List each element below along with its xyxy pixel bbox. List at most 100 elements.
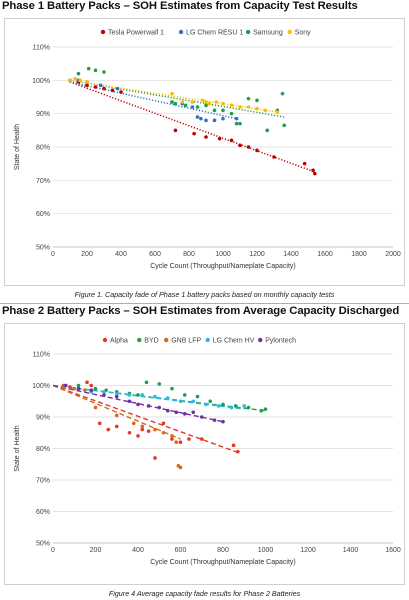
data-point <box>204 402 208 407</box>
x-tick-label: 1000 <box>258 547 274 554</box>
y-tick-label: 90% <box>36 415 50 422</box>
x-tick-label: 200 <box>90 547 102 554</box>
x-tick-label: 800 <box>183 251 195 258</box>
y-tick-label: 80% <box>36 145 50 152</box>
x-tick-label: 200 <box>81 251 93 258</box>
data-point <box>127 399 132 404</box>
legend-label: Pylontech <box>265 338 296 345</box>
data-point <box>216 404 221 408</box>
data-point <box>178 399 183 404</box>
data-point <box>221 101 225 106</box>
data-point <box>187 437 191 441</box>
data-point <box>233 404 238 408</box>
legend-label: Samsung <box>253 30 283 37</box>
data-point <box>229 405 234 410</box>
data-point <box>140 427 145 432</box>
phase2-chart-box: 50% 60% 70% 80% 90% 100% 110% 0 200 400 600 800 1000… <box>4 323 405 585</box>
data-point <box>98 83 103 88</box>
data-point <box>183 103 188 108</box>
data-point <box>170 100 174 104</box>
data-point <box>280 91 285 96</box>
section-divider <box>0 303 409 304</box>
data-point <box>263 407 268 411</box>
data-point <box>178 440 183 444</box>
data-point <box>238 143 242 148</box>
data-point <box>73 76 77 81</box>
data-point <box>191 399 196 404</box>
trendline <box>69 81 316 173</box>
data-point <box>204 103 208 108</box>
x-tick-label: 400 <box>132 547 144 554</box>
data-point <box>89 388 94 393</box>
data-point <box>102 86 106 91</box>
data-point <box>238 121 242 126</box>
legend-marker <box>205 337 210 343</box>
legend-label: GNB LFP <box>171 338 201 345</box>
x-tick-label: 1400 <box>343 547 359 554</box>
data-point <box>212 418 217 422</box>
y-tick-label: 70% <box>36 178 50 185</box>
x-tick-label: 0 <box>51 251 55 258</box>
data-point <box>72 386 77 391</box>
x-tick-label: 0 <box>51 547 55 554</box>
data-point <box>114 391 119 396</box>
data-point <box>115 86 120 91</box>
data-point <box>246 405 251 410</box>
data-point <box>68 78 72 83</box>
data-point <box>236 449 240 454</box>
x-tick-label: 1200 <box>249 251 265 258</box>
legend-marker <box>178 29 184 35</box>
data-point <box>86 66 91 71</box>
y-tick-label: 90% <box>36 111 50 118</box>
data-point <box>200 98 205 103</box>
data-point <box>265 128 270 133</box>
x-tick-label: 600 <box>175 547 187 554</box>
data-point <box>212 118 217 123</box>
data-point <box>140 424 145 429</box>
data-point <box>199 415 204 419</box>
data-point <box>190 100 195 104</box>
legend-marker <box>287 29 292 35</box>
data-point <box>191 410 196 415</box>
data-point <box>174 440 179 444</box>
y-tick-label: 50% <box>36 541 50 548</box>
data-point <box>199 116 203 121</box>
data-point <box>311 168 315 173</box>
legend-label: Tesla Powerwall 1 <box>108 30 164 37</box>
data-point <box>140 393 145 397</box>
data-point <box>195 105 200 109</box>
trendline <box>69 81 237 120</box>
data-point <box>174 410 179 415</box>
data-point <box>246 105 251 109</box>
data-point <box>153 394 157 399</box>
data-point <box>182 393 187 397</box>
data-point <box>229 111 234 116</box>
data-point <box>78 78 82 83</box>
data-point <box>190 105 195 109</box>
legend-marker <box>258 337 263 343</box>
data-point <box>272 155 276 159</box>
data-point <box>208 399 213 404</box>
legend-label: LG Chem HV <box>213 338 255 345</box>
y-tick-label: 80% <box>36 446 50 453</box>
data-point <box>102 70 106 74</box>
trendline <box>52 384 241 454</box>
data-point <box>255 148 259 153</box>
x-tick-label: 1800 <box>351 251 367 258</box>
data-point <box>173 101 178 106</box>
x-axis-title: Cycle Count (Throughput/Nameplate Capaci… <box>150 559 296 566</box>
legend-marker <box>137 337 142 343</box>
data-point <box>242 404 247 408</box>
y-tick-label: 100% <box>32 383 50 390</box>
data-point <box>161 430 166 435</box>
data-point <box>153 456 157 460</box>
data-point <box>146 429 151 433</box>
data-point <box>106 427 111 432</box>
data-point <box>229 138 234 143</box>
data-point <box>93 68 98 73</box>
legend-label: Alpha <box>110 338 128 345</box>
y-tick-label: 70% <box>36 478 50 485</box>
data-point <box>76 383 81 388</box>
phase1-caption: Figure 1. Capacity fade of Phase 1 batte… <box>74 290 335 299</box>
data-point <box>85 380 89 385</box>
